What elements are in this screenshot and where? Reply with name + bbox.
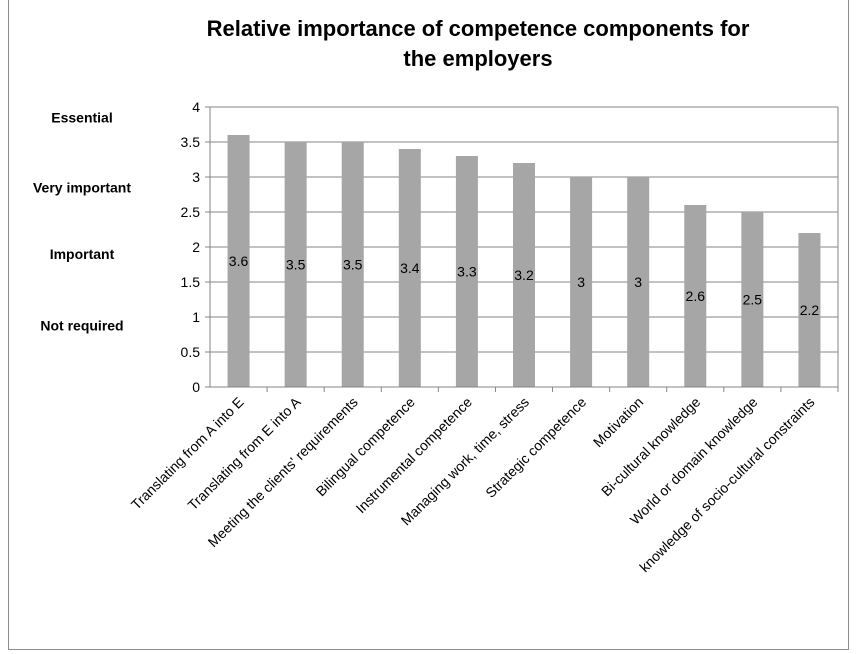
data-label: 3.5 (286, 257, 306, 273)
bar (455, 156, 478, 387)
y-tick-label: 4 (192, 99, 200, 115)
bars (227, 135, 821, 387)
x-category-label: Motivation (590, 394, 646, 450)
bar (627, 177, 650, 387)
data-label: 3.6 (229, 253, 249, 269)
chart-title: Relative importance of competence compon… (207, 16, 750, 71)
bar (798, 233, 821, 387)
importance-level-label: Important (50, 246, 115, 262)
bar (341, 142, 364, 387)
importance-level-label: Not required (40, 317, 123, 333)
importance-level-label: Essential (51, 110, 112, 126)
x-category-label: Bilingual competence (313, 394, 419, 500)
data-label: 3.4 (400, 260, 420, 276)
data-labels: 3.6 3.5 3.5 3.4 3.3 3.2 3 3 2.6 2.5 2.2 (229, 253, 820, 318)
y-tick-label: 0.5 (181, 344, 201, 360)
y-tick-label: 2.5 (181, 204, 201, 220)
data-label: 3.3 (457, 264, 477, 280)
y-axis-tick-labels: 0 0.5 1 1.5 2 2.5 3 3.5 4 (181, 99, 201, 395)
chart-frame (8, 0, 849, 650)
x-category-label: Translating from E into A (184, 393, 304, 513)
importance-level-labels: Essential Very important Important Not requ… (33, 110, 131, 334)
x-category-label: Strategic competence (482, 394, 589, 501)
x-category-label: Translating from A into E (128, 394, 247, 513)
data-label: 2.2 (800, 302, 820, 318)
y-tick-label: 0 (192, 379, 200, 395)
data-label: 2.5 (743, 292, 763, 308)
bar (513, 163, 535, 387)
y-tick-label: 3.5 (181, 134, 201, 150)
bar (227, 135, 250, 387)
data-label: 3 (577, 274, 585, 290)
y-tick-label: 1 (192, 309, 200, 325)
bar (284, 142, 307, 387)
data-label: 3.5 (343, 257, 363, 273)
bar (570, 177, 593, 387)
data-label: 3.2 (514, 267, 534, 283)
y-tick-label: 1.5 (181, 274, 201, 290)
data-label: 2.6 (686, 288, 706, 304)
chart-title-line-2: the employers (403, 46, 552, 71)
x-category-label: Instrumental competence (353, 394, 476, 517)
x-category-label: Bi-cultural knowledge (598, 394, 704, 500)
y-tick-label: 3 (192, 169, 200, 185)
bar (684, 205, 707, 387)
chart-title-line-1: Relative importance of competence compon… (207, 16, 750, 41)
data-label: 3 (634, 274, 642, 290)
y-tick-label: 2 (192, 239, 200, 255)
importance-level-label: Very important (33, 180, 131, 196)
bar (741, 212, 764, 387)
bar (398, 149, 421, 387)
axes (209, 107, 839, 388)
